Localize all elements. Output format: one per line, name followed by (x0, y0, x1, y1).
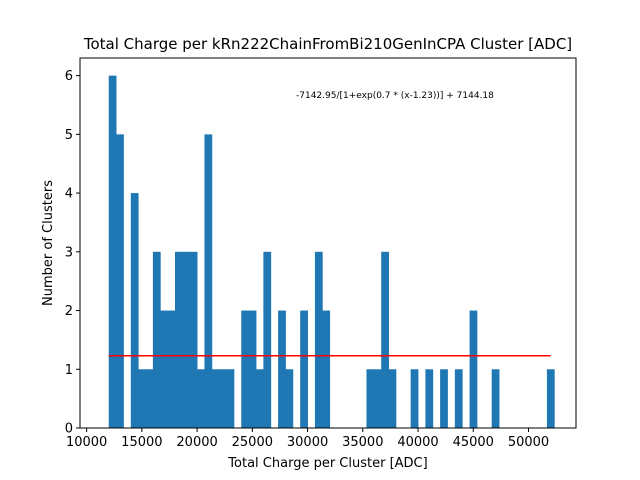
y-tick-label: 1 (65, 363, 73, 378)
x-axis-title: Total Charge per Cluster [ADC] (227, 456, 427, 471)
x-tick-label: 25000 (232, 435, 273, 450)
x-tick-label: 10000 (66, 435, 107, 450)
y-axis-ticks: 0 1 2 3 4 5 6 (65, 69, 80, 437)
histogram-bar (175, 251, 183, 428)
histogram-bar (211, 369, 220, 428)
y-tick-label: 6 (65, 69, 73, 84)
y-tick-label: 4 (65, 187, 73, 202)
x-tick-label: 30000 (287, 435, 328, 450)
histogram-bar (130, 193, 139, 428)
histogram-bar (440, 369, 448, 428)
plot-frame (79, 57, 577, 429)
histogram-bar (314, 251, 323, 428)
histogram-bar (366, 369, 375, 428)
histogram-bar (278, 310, 286, 428)
histogram-bar (241, 310, 250, 428)
histogram-bar (108, 75, 117, 429)
x-tick-label: 40000 (397, 435, 438, 450)
histogram-bar (219, 369, 227, 428)
histogram-bar (138, 369, 146, 428)
histogram-bar (491, 369, 500, 428)
x-tick-label: 15000 (121, 435, 162, 450)
histogram-bar (145, 369, 154, 428)
histogram-bar (300, 310, 308, 428)
histogram-bar (204, 134, 213, 428)
y-tick-label: 0 (65, 422, 73, 437)
fit-formula-annotation: -7142.95/[1+exp(0.7 * (x-1.23))] + 7144.… (296, 91, 494, 101)
histogram-bar (197, 369, 205, 428)
histogram-bar (167, 310, 176, 428)
histogram-bar (381, 251, 389, 428)
histogram-bar (388, 369, 397, 428)
histogram-bar (322, 310, 331, 428)
histogram-bar (248, 310, 257, 428)
histogram-bar (226, 369, 235, 428)
histogram-bar (469, 310, 478, 428)
histogram-bar (256, 369, 264, 428)
histogram-bars (108, 75, 555, 429)
histogram-bar (152, 251, 161, 428)
x-axis-ticks: 10000 15000 20000 25000 30000 35000 40000 45000… (66, 428, 549, 450)
histogram-bar (410, 369, 419, 428)
histogram-bar (285, 369, 294, 428)
y-axis-title: Number of Clusters (41, 180, 56, 306)
histogram-bar (454, 369, 463, 428)
histogram-bar (546, 369, 555, 428)
histogram-bar (373, 369, 382, 428)
histogram-bar (263, 251, 272, 428)
histogram-bar (425, 369, 434, 428)
y-tick-label: 3 (65, 245, 73, 260)
chart-title: Total Charge per kRn222ChainFromBi210Gen… (83, 35, 572, 53)
x-tick-label: 50000 (508, 435, 549, 450)
x-tick-label: 45000 (453, 435, 494, 450)
histogram-bar (189, 251, 198, 428)
histogram-bar (160, 310, 169, 428)
y-tick-label: 2 (65, 304, 73, 319)
histogram-bar (116, 134, 124, 428)
x-tick-label: 20000 (176, 435, 217, 450)
y-tick-label: 5 (65, 128, 73, 143)
x-tick-label: 35000 (342, 435, 383, 450)
histogram-bar (182, 251, 191, 428)
